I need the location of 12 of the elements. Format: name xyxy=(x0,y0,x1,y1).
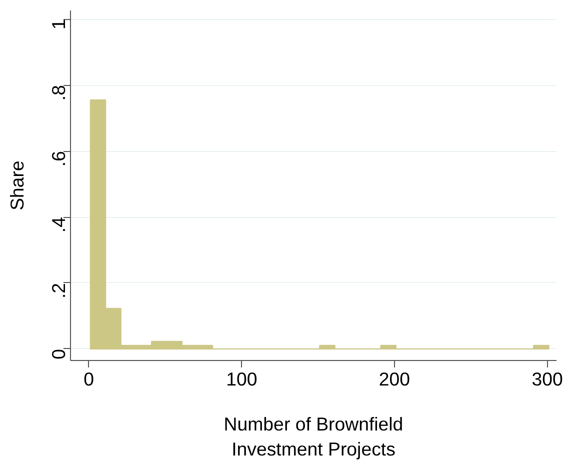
x-tick-label: 0 xyxy=(84,368,94,390)
y-tick-label: .6 xyxy=(48,151,69,167)
y-tick-label: .4 xyxy=(48,217,69,233)
x-tick-label: 100 xyxy=(226,368,258,390)
x-tick-label: 300 xyxy=(532,368,563,390)
y-tick-label: 0 xyxy=(48,348,69,360)
y-axis-title: Share xyxy=(6,160,28,210)
x-axis-title: Number of Brownfield Investment Projects xyxy=(224,414,404,460)
x-tick-label: 200 xyxy=(378,368,410,390)
y-tick-label: .8 xyxy=(48,85,69,101)
y-tick-label: .2 xyxy=(48,282,69,299)
y-tick-label: 1 xyxy=(48,19,69,30)
